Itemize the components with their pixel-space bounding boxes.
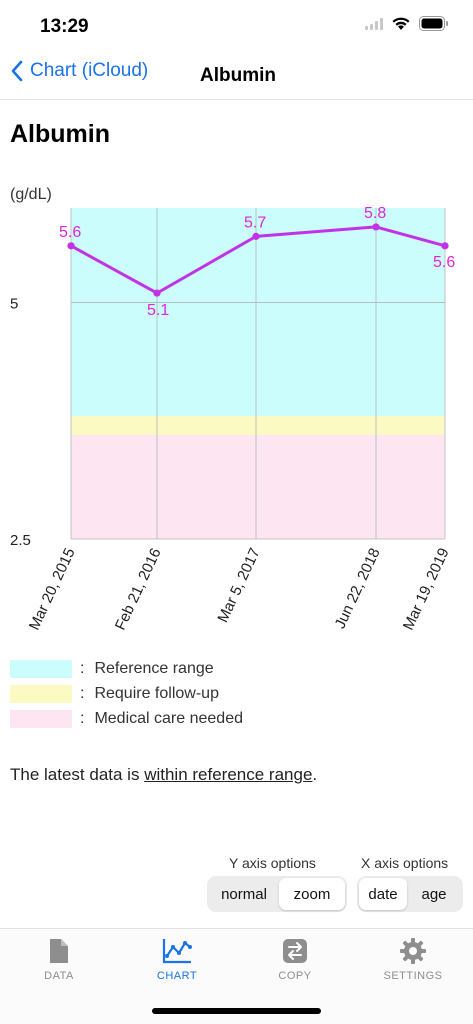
navigation-bar: Chart (iCloud) Albumin [0, 52, 473, 100]
home-indicator [152, 1008, 321, 1014]
data-label: 5.7 [244, 214, 266, 231]
legend: : Reference range : Require follow-up : … [10, 656, 243, 731]
document-icon [50, 939, 68, 963]
back-button-label: Chart (iCloud) [30, 60, 149, 81]
y-axis-option-zoom[interactable]: zoom [279, 878, 345, 910]
y-axis-options-label: Y axis options [229, 855, 316, 871]
status-bar: 13:29 [0, 0, 473, 52]
tab-label: DATA [44, 970, 74, 982]
data-point [67, 242, 75, 250]
chart-icon [162, 939, 192, 964]
data-point [441, 242, 449, 250]
nav-title: Albumin [200, 65, 276, 86]
legend-label: Medical care needed [94, 709, 243, 727]
chevron-left-icon [11, 60, 23, 82]
signal-icon [365, 17, 383, 30]
tab-chart[interactable]: CHART [118, 929, 236, 993]
data-point [153, 289, 161, 297]
battery-icon [419, 16, 448, 31]
y-axis-unit: (g/dL) [10, 186, 52, 203]
x-axis-option-age[interactable]: age [421, 885, 447, 903]
tab-settings[interactable]: SETTINGS [354, 929, 472, 993]
range-band-2 [71, 434, 445, 539]
x-tick-label: Jun 22, 2018 [332, 546, 384, 632]
reference-range-link[interactable]: within reference range [144, 765, 313, 784]
wifi-icon [392, 17, 410, 30]
data-label: 5.6 [433, 254, 455, 271]
x-axis-segmented-control: date age [357, 876, 463, 912]
data-label: 5.8 [364, 205, 386, 222]
data-label: 5.6 [59, 224, 81, 241]
status-icons [365, 16, 449, 31]
tab-copy[interactable]: COPY [236, 929, 354, 993]
tab-data[interactable]: DATA [0, 929, 118, 993]
legend-swatch-medical-care [10, 709, 72, 728]
summary-suffix: . [312, 765, 318, 784]
data-label: 5.1 [147, 302, 169, 319]
tab-label: SETTINGS [383, 970, 443, 982]
range-band-1 [71, 416, 445, 435]
x-axis-options-label: X axis options [361, 855, 449, 871]
data-point [252, 232, 260, 240]
legend-colon: : [80, 709, 85, 727]
legend-label: Reference range [94, 659, 214, 677]
legend-colon: : [80, 659, 85, 677]
data-point [372, 223, 380, 231]
albumin-line-chart: 5 2.5 5.6 5.1 5.7 5.8 5.6 Mar 20, 2015 Feb 21, 2… [10, 205, 455, 633]
x-axis-option-date[interactable]: date [359, 878, 407, 910]
y-axis-option-normal[interactable]: normal [221, 885, 267, 903]
back-button[interactable]: Chart (iCloud) [10, 60, 148, 82]
y-tick-label: 2.5 [10, 532, 31, 549]
page-title: Albumin [10, 120, 110, 148]
range-band-0 [71, 208, 445, 417]
latest-data-summary: The latest data is within reference rang… [10, 765, 317, 785]
tab-label: COPY [278, 970, 312, 982]
copy-swap-icon [283, 939, 307, 963]
legend-colon: : [80, 684, 85, 702]
legend-item-reference-range: : Reference range [10, 656, 243, 681]
y-axis-segmented-control: normal zoom [207, 876, 347, 912]
summary-prefix: The latest data is [10, 765, 145, 784]
legend-swatch-reference [10, 659, 72, 678]
legend-swatch-follow-up [10, 684, 72, 703]
legend-item-medical-care: : Medical care needed [10, 706, 243, 731]
gear-icon [400, 938, 426, 964]
y-tick-label: 5 [10, 296, 18, 313]
x-tick-label: Mar 5, 2017 [214, 546, 263, 626]
tab-label: CHART [156, 970, 198, 982]
x-tick-label: Feb 21, 2016 [112, 546, 165, 633]
legend-item-follow-up: : Require follow-up [10, 681, 243, 706]
legend-label: Require follow-up [94, 684, 219, 702]
x-tick-label: Mar 19, 2019 [400, 546, 453, 633]
status-time: 13:29 [40, 16, 89, 37]
x-tick-label: Mar 20, 2015 [26, 546, 79, 633]
